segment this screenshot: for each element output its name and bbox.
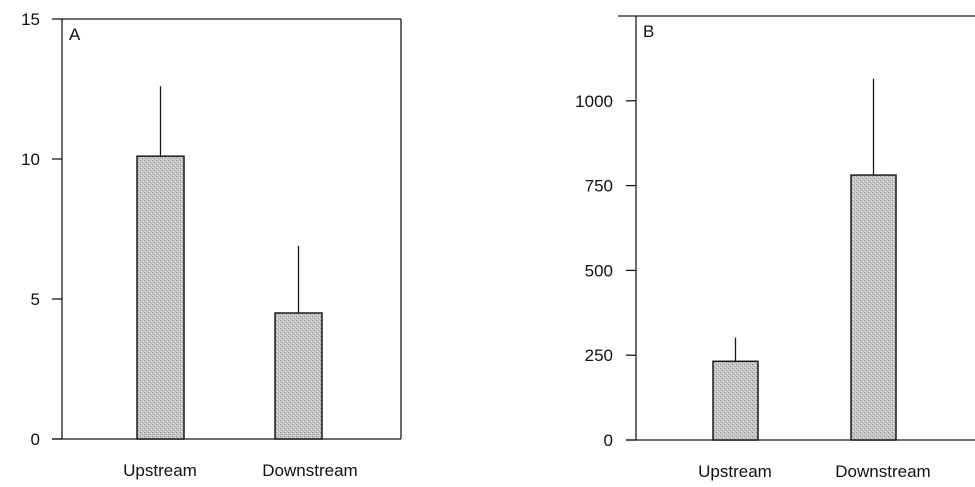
panel-a-y-ticks: 0 5 10 15 xyxy=(21,10,62,449)
panel-a-y-tick-label: 0 xyxy=(31,430,40,449)
panel-b-bar-downstream xyxy=(850,174,897,441)
panel-a-bars xyxy=(136,86,323,440)
panel-a-category-label: Downstream xyxy=(262,461,357,480)
panel-b-y-tick-label: 1000 xyxy=(575,92,613,111)
panel-b: B 0 250 500 750 1000 Upstream Downstream xyxy=(575,15,975,481)
panel-a-label: A xyxy=(69,25,81,44)
panel-b-category-label: Downstream xyxy=(835,462,930,481)
panel-b-y-tick-label: 0 xyxy=(604,431,613,450)
panel-b-y-tick-label: 500 xyxy=(585,261,613,280)
panel-b-label: B xyxy=(643,22,654,41)
panel-a-bar-downstream xyxy=(274,312,323,440)
panel-a-bar-upstream xyxy=(136,155,185,440)
panel-b-y-tick-label: 250 xyxy=(585,346,613,365)
panel-b-frame xyxy=(618,15,975,441)
panel-b-y-tick-label: 750 xyxy=(585,177,613,196)
panel-a-x-labels: Upstream Downstream xyxy=(123,461,358,480)
panel-b-y-ticks: 0 250 500 750 1000 xyxy=(575,92,636,450)
panel-b-bars xyxy=(712,78,897,441)
panel-b-category-label: Upstream xyxy=(698,462,772,481)
panel-b-bar-upstream xyxy=(712,360,759,441)
panel-a-y-tick-label: 15 xyxy=(21,10,40,29)
panel-a: A 0 5 10 15 Upstream Downstream xyxy=(21,10,402,480)
panel-a-frame xyxy=(52,18,402,440)
panel-a-y-tick-label: 5 xyxy=(31,290,40,309)
panel-a-y-tick-label: 10 xyxy=(21,150,40,169)
panel-b-x-labels: Upstream Downstream xyxy=(698,462,931,481)
panel-a-category-label: Upstream xyxy=(123,461,197,480)
